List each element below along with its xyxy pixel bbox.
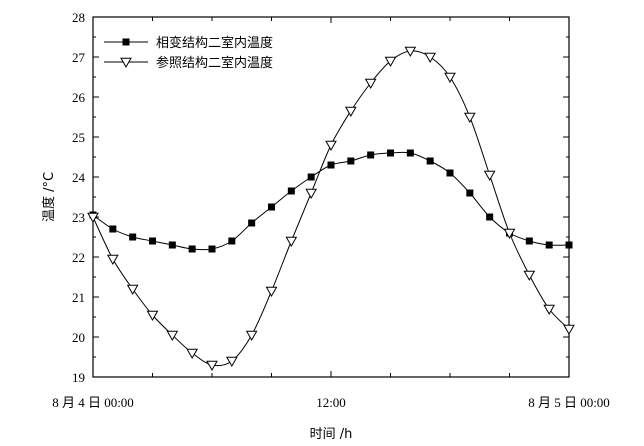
data-point <box>305 188 318 200</box>
data-point <box>523 270 536 282</box>
data-point <box>168 241 176 249</box>
data-point <box>563 324 575 336</box>
y-tick-label: 26 <box>72 90 86 105</box>
data-point <box>486 213 494 221</box>
data-point <box>225 356 238 368</box>
data-point <box>129 233 137 241</box>
legend-item: 参照结构二室内温度 <box>104 55 273 71</box>
data-point <box>106 254 119 266</box>
y-tick-label: 25 <box>72 130 85 145</box>
y-axis: 19 20 21 22 23 24 25 26 27 28 <box>72 10 569 385</box>
data-point <box>384 56 397 68</box>
series-1 <box>89 149 573 253</box>
data-point <box>347 157 355 165</box>
y-tick-label: 19 <box>72 370 85 385</box>
series-line <box>92 50 570 367</box>
legend-label: 相变结构二室内温度 <box>156 35 273 51</box>
data-point <box>525 237 533 245</box>
data-point <box>325 140 337 152</box>
x-tick-label: 12:00 <box>316 395 346 410</box>
data-point <box>245 330 258 342</box>
plot-frame <box>92 16 570 378</box>
legend-label: 参照结构二室内温度 <box>156 55 273 71</box>
y-tick-label: 23 <box>72 210 85 225</box>
y-tick-label: 27 <box>72 50 86 65</box>
data-point <box>364 78 377 90</box>
x-tick-label: 8 月 5 日 00:00 <box>528 395 610 410</box>
data-point <box>327 161 335 169</box>
data-point <box>126 284 139 296</box>
series-layer <box>87 46 575 372</box>
data-point <box>228 237 236 245</box>
data-point <box>463 112 476 124</box>
data-point <box>186 348 199 360</box>
data-point <box>166 330 179 342</box>
y-tick-label: 21 <box>72 290 85 305</box>
x-tick-label: 8 月 4 日 00:00 <box>52 395 134 410</box>
data-point <box>87 212 99 224</box>
data-point <box>109 225 117 233</box>
data-point <box>344 106 357 118</box>
legend-marker <box>120 57 132 69</box>
data-point <box>387 149 394 157</box>
y-tick-label: 24 <box>72 170 86 185</box>
y-tick-label: 22 <box>72 250 85 265</box>
data-point <box>424 52 437 64</box>
data-point <box>367 151 375 159</box>
data-point <box>287 187 295 195</box>
data-point <box>208 245 216 253</box>
data-point <box>146 310 159 322</box>
data-point <box>446 169 454 177</box>
data-point <box>545 241 553 249</box>
x-axis-title: 时间 /h <box>310 427 353 442</box>
data-point <box>444 72 456 84</box>
data-point <box>285 236 298 248</box>
data-point <box>248 219 256 227</box>
data-point <box>426 157 434 165</box>
data-point <box>483 170 496 182</box>
legend-item: 相变结构二室内温度 <box>104 35 273 51</box>
data-point <box>188 245 196 253</box>
legend-marker <box>122 38 130 46</box>
series-2 <box>87 46 575 372</box>
data-point <box>149 237 156 245</box>
data-point <box>406 149 414 157</box>
data-point <box>268 203 275 211</box>
x-axis: 8 月 4 日 00:00 12:00 8 月 5 日 00:00 <box>52 17 610 410</box>
data-point <box>206 360 218 372</box>
data-point <box>307 173 315 181</box>
data-point <box>265 286 278 298</box>
data-point <box>565 241 573 249</box>
data-point <box>466 189 474 197</box>
data-point <box>503 228 516 240</box>
y-axis-title: 温度 /°C <box>41 172 57 222</box>
y-tick-label: 20 <box>72 330 85 345</box>
data-point <box>543 304 556 316</box>
y-tick-label: 28 <box>72 10 85 25</box>
data-point <box>404 46 417 58</box>
